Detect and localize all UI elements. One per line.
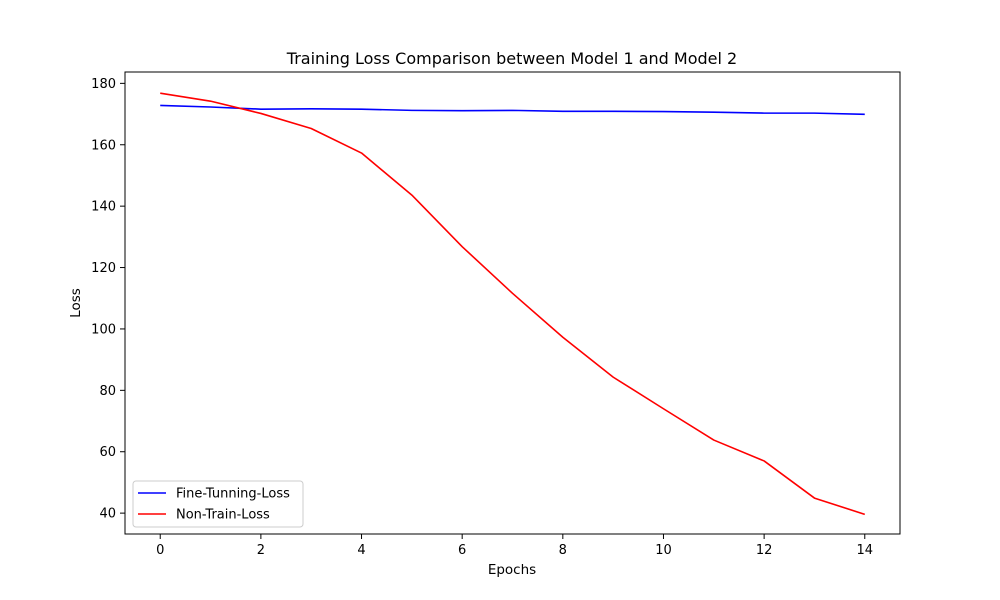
plot-area: 0 2 4 6 8 10 12 14 40 60 80 100 120 140 160 180 — [91, 71, 901, 558]
y-tick-label: 80 — [99, 384, 116, 399]
x-tick-label: 12 — [756, 543, 773, 558]
y-tick-label: 140 — [91, 200, 116, 215]
x-tick-label: 6 — [458, 543, 466, 558]
y-tick-label: 100 — [91, 322, 116, 337]
y-tick-label: 40 — [99, 507, 116, 522]
legend-box — [132, 480, 304, 528]
x-tick-label: 2 — [257, 543, 265, 558]
x-tick-label: 4 — [357, 543, 365, 558]
series-line-non-train-loss — [160, 92, 866, 516]
y-tick-label: 120 — [91, 261, 116, 276]
x-tick-label: 8 — [559, 543, 567, 558]
series-line-fine-tunning-loss — [160, 104, 865, 116]
x-tick-label: 0 — [156, 543, 164, 558]
y-tick-label: 180 — [91, 77, 116, 92]
legend-label: Fine-Tunning-Loss — [176, 487, 290, 502]
legend: Fine-Tunning-Loss Non-Train-Loss — [132, 480, 304, 528]
legend-label: Non-Train-Loss — [176, 508, 270, 523]
y-tick-label: 60 — [99, 445, 116, 460]
x-tick-label: 10 — [655, 543, 672, 558]
chart-title: Training Loss Comparison between Model 1… — [286, 49, 737, 68]
axes-frame — [124, 71, 901, 535]
y-axis-label: Loss — [68, 288, 84, 318]
x-axis-label: Epochs — [488, 562, 536, 578]
y-tick-label: 160 — [91, 138, 116, 153]
x-tick-label: 14 — [856, 543, 873, 558]
